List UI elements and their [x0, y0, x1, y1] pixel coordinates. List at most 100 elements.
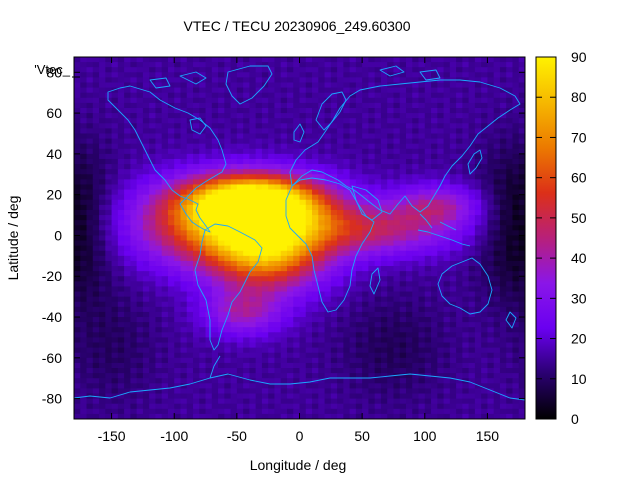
heatmap-cell: [80, 388, 88, 395]
heatmap-cell: [268, 378, 276, 384]
heatmap-cell: [230, 260, 238, 267]
heatmap-cell: [343, 378, 351, 384]
heatmap-cell: [374, 240, 382, 247]
heatmap-cell: [124, 194, 131, 201]
heatmap-cell: [149, 143, 157, 150]
heatmap-cell: [186, 189, 194, 196]
heatmap-cell: [393, 153, 401, 160]
heatmap-cell: [380, 220, 388, 226]
heatmap-cell: [443, 118, 451, 124]
heatmap-cell: [155, 164, 163, 170]
heatmap-cell: [124, 362, 131, 369]
heatmap-cell: [249, 225, 257, 231]
heatmap-cell: [117, 62, 125, 68]
heatmap-cell: [299, 271, 307, 277]
heatmap-cell: [393, 311, 401, 318]
heatmap-cell: [355, 240, 363, 247]
heatmap-cell: [268, 62, 276, 68]
heatmap-cell: [286, 92, 294, 99]
heatmap-cell: [324, 296, 332, 303]
heatmap-cell: [243, 373, 250, 379]
heatmap-cell: [431, 317, 438, 323]
heatmap-cell: [286, 138, 294, 145]
heatmap-cell: [493, 347, 501, 354]
heatmap-cell: [493, 87, 501, 94]
heatmap-cell: [249, 204, 257, 211]
heatmap-cell: [318, 153, 326, 160]
heatmap-cell: [86, 153, 94, 160]
heatmap-cell: [468, 184, 476, 191]
heatmap-cell: [111, 368, 119, 374]
heatmap-cell: [74, 266, 81, 272]
heatmap-cell: [236, 255, 244, 262]
heatmap-cell: [399, 199, 407, 206]
heatmap-cell: [111, 143, 119, 150]
heatmap-cell: [312, 174, 319, 180]
heatmap-cell: [218, 306, 225, 313]
heatmap-cell: [393, 301, 401, 308]
heatmap-cell: [343, 179, 351, 186]
heatmap-cell: [92, 291, 100, 298]
heatmap-cell: [111, 138, 119, 145]
heatmap-cell: [437, 311, 445, 318]
heatmap-cell: [468, 133, 476, 140]
heatmap-cell: [111, 311, 119, 318]
heatmap-cell: [167, 107, 175, 114]
heatmap-cell: [111, 281, 119, 288]
heatmap-cell: [268, 123, 276, 129]
heatmap-cell: [487, 388, 495, 395]
heatmap-cell: [218, 118, 225, 124]
chart-title: VTEC / TECU 20230906_249.60300: [183, 18, 410, 34]
heatmap-cell: [86, 245, 94, 252]
heatmap-cell: [374, 199, 382, 206]
heatmap-cell: [405, 301, 413, 308]
heatmap-cell: [224, 296, 232, 303]
heatmap-cell: [468, 255, 476, 262]
heatmap-cell: [149, 311, 157, 318]
heatmap-cell: [387, 342, 395, 349]
heatmap-cell: [431, 174, 438, 180]
heatmap-cell: [349, 373, 357, 379]
heatmap-cell: [481, 148, 489, 155]
heatmap-cell: [249, 296, 257, 303]
heatmap-cell: [186, 133, 194, 140]
heatmap-cell: [155, 174, 163, 180]
heatmap-cell: [481, 153, 489, 160]
heatmap-cell: [499, 204, 507, 211]
heatmap-cell: [487, 148, 495, 155]
heatmap-cell: [355, 138, 363, 145]
heatmap-cell: [399, 352, 407, 359]
heatmap-cell: [243, 352, 250, 359]
heatmap-cell: [243, 72, 250, 78]
heatmap-cell: [481, 123, 489, 129]
heatmap-cell: [499, 266, 507, 272]
heatmap-cell: [305, 245, 313, 252]
heatmap-cell: [92, 245, 100, 252]
heatmap-cell: [506, 291, 514, 298]
heatmap-cell: [405, 169, 413, 175]
heatmap-cell: [261, 67, 269, 73]
heatmap-cell: [468, 174, 476, 180]
heatmap-cell: [518, 260, 525, 267]
heatmap-cell: [362, 291, 369, 298]
heatmap-cell: [337, 230, 344, 237]
heatmap-cell: [117, 153, 125, 160]
heatmap-cell: [487, 245, 495, 252]
heatmap-cell: [161, 153, 169, 160]
heatmap-cell: [399, 118, 407, 124]
heatmap-cell: [330, 311, 338, 318]
heatmap-cell: [330, 398, 338, 405]
heatmap-cell: [481, 250, 489, 257]
heatmap-cell: [205, 291, 213, 298]
heatmap-cell: [506, 220, 514, 226]
heatmap-cell: [130, 368, 138, 374]
heatmap-cell: [387, 301, 395, 308]
heatmap-cell: [249, 322, 257, 328]
heatmap-cell: [462, 123, 470, 129]
heatmap-cell: [130, 158, 138, 165]
heatmap-cell: [243, 215, 250, 221]
heatmap-cell: [343, 148, 351, 155]
heatmap-cell: [330, 199, 338, 206]
heatmap-cell: [161, 225, 169, 231]
heatmap-cell: [167, 225, 175, 231]
